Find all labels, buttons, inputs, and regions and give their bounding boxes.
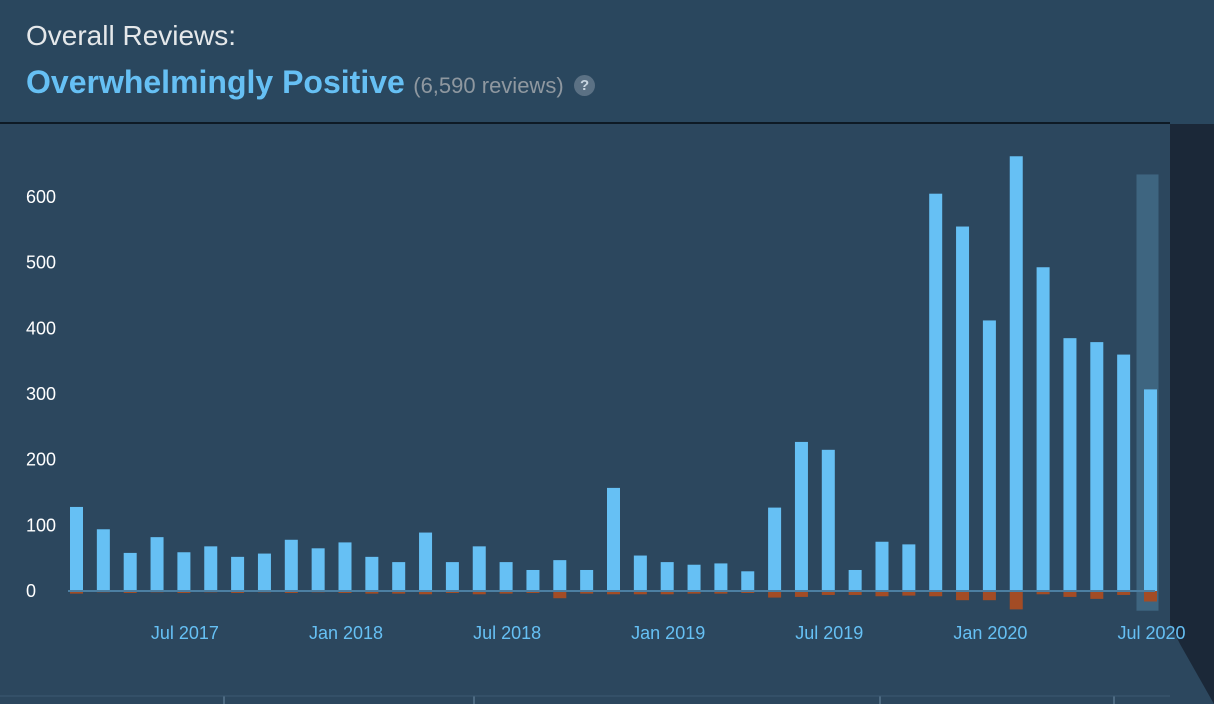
- positive-bar[interactable]: [553, 560, 567, 591]
- header-divider: [0, 122, 1170, 124]
- positive-bar[interactable]: [902, 544, 916, 591]
- positive-bar[interactable]: [526, 569, 540, 591]
- negative-bar[interactable]: [419, 591, 433, 595]
- negative-bar[interactable]: [929, 591, 943, 597]
- positive-bar[interactable]: [633, 555, 647, 591]
- positive-bar[interactable]: [956, 226, 970, 591]
- positive-bar[interactable]: [687, 564, 701, 591]
- positive-bar[interactable]: [1144, 389, 1157, 591]
- reviews-header: Overall Reviews: Overwhelmingly Positive…: [0, 0, 1170, 122]
- negative-bar[interactable]: [499, 591, 513, 594]
- positive-bar[interactable]: [660, 562, 674, 591]
- positive-bar[interactable]: [284, 539, 298, 591]
- positive-bar[interactable]: [96, 529, 110, 591]
- negative-bar[interactable]: [982, 591, 996, 601]
- positive-bar[interactable]: [419, 532, 433, 591]
- positive-bar[interactable]: [1036, 267, 1050, 591]
- positive-bar[interactable]: [1009, 156, 1023, 592]
- negative-bar[interactable]: [794, 591, 808, 597]
- positive-bar[interactable]: [204, 546, 218, 591]
- positive-bar[interactable]: [929, 193, 943, 591]
- negative-bar[interactable]: [848, 591, 862, 595]
- negative-bar[interactable]: [392, 591, 406, 594]
- positive-bar[interactable]: [177, 552, 191, 591]
- negative-bar[interactable]: [956, 591, 970, 601]
- negative-bar[interactable]: [580, 591, 594, 594]
- x-tick-label[interactable]: Jan 2020: [953, 623, 1027, 643]
- positive-bar[interactable]: [1117, 354, 1131, 591]
- negative-bar[interactable]: [607, 591, 620, 595]
- positive-bar[interactable]: [607, 487, 620, 591]
- positive-bar[interactable]: [123, 552, 137, 591]
- negative-bar[interactable]: [902, 591, 916, 596]
- negative-bar[interactable]: [768, 591, 782, 598]
- negative-bar[interactable]: [1009, 591, 1023, 610]
- review-histogram-panel: 0 100 200 300 400 500 600 Jul 2017 Jan 2018 Jul 2…: [0, 124, 1214, 704]
- negative-bar[interactable]: [472, 591, 486, 595]
- positive-bar[interactable]: [875, 541, 889, 591]
- positive-bar[interactable]: [741, 571, 755, 591]
- positive-bar[interactable]: [338, 542, 352, 591]
- positive-bar[interactable]: [1090, 342, 1104, 591]
- negative-bar[interactable]: [553, 591, 567, 599]
- positive-bar[interactable]: [848, 569, 862, 591]
- negative-bar[interactable]: [1090, 591, 1104, 599]
- x-tick-label[interactable]: Jul 2017: [151, 623, 219, 643]
- x-tick-label[interactable]: Jul 2019: [795, 623, 863, 643]
- positive-bar[interactable]: [982, 320, 996, 591]
- negative-bar[interactable]: [821, 591, 835, 595]
- y-tick-label: 400: [26, 318, 56, 338]
- x-tick-label[interactable]: Jan 2018: [309, 623, 383, 643]
- negative-bar[interactable]: [1117, 591, 1131, 595]
- overall-reviews-label: Overall Reviews:: [26, 20, 237, 51]
- y-tick-label: 0: [26, 581, 36, 601]
- help-icon[interactable]: ?: [574, 75, 596, 96]
- positive-bar[interactable]: [392, 562, 406, 591]
- y-tick-label: 100: [26, 515, 56, 535]
- positive-bar[interactable]: [231, 556, 245, 591]
- positive-bar[interactable]: [257, 553, 271, 591]
- review-rating[interactable]: Overwhelmingly Positive: [26, 64, 405, 100]
- review-histogram-chart: 0 100 200 300 400 500 600 Jul 2017 Jan 2018 Jul 2…: [0, 124, 1214, 704]
- y-tick-label: 300: [26, 384, 56, 404]
- y-tick-label: 500: [26, 253, 56, 273]
- negative-bar[interactable]: [633, 591, 647, 595]
- positive-bar[interactable]: [499, 562, 513, 591]
- positive-bar[interactable]: [365, 556, 379, 591]
- positive-bar[interactable]: [821, 449, 835, 591]
- positive-bar[interactable]: [580, 569, 594, 591]
- y-tick-label: 200: [26, 450, 56, 470]
- review-count: (6,590 reviews): [413, 73, 564, 98]
- panel-edge-shadow: [1170, 124, 1214, 704]
- negative-bar[interactable]: [1063, 591, 1077, 597]
- negative-bar[interactable]: [1144, 591, 1157, 602]
- negative-bar[interactable]: [365, 591, 379, 594]
- positive-bar[interactable]: [794, 441, 808, 591]
- positive-bar[interactable]: [311, 548, 325, 591]
- negative-bar[interactable]: [714, 591, 728, 594]
- positive-bar[interactable]: [768, 507, 782, 591]
- positive-bar[interactable]: [445, 562, 459, 591]
- positive-bar[interactable]: [714, 563, 728, 591]
- negative-bar[interactable]: [687, 591, 701, 594]
- y-tick-label: 600: [26, 187, 56, 207]
- negative-bar[interactable]: [660, 591, 674, 595]
- x-tick-label[interactable]: Jul 2020: [1117, 623, 1185, 643]
- negative-bar[interactable]: [70, 591, 83, 594]
- x-tick-label[interactable]: Jul 2018: [473, 623, 541, 643]
- negative-bar[interactable]: [1036, 591, 1050, 595]
- review-summary: Overwhelmingly Positive (6,590 reviews) …: [26, 64, 596, 101]
- positive-bar[interactable]: [1063, 338, 1077, 591]
- negative-bar[interactable]: [875, 591, 889, 597]
- positive-bar[interactable]: [70, 506, 83, 591]
- x-tick-label[interactable]: Jan 2019: [631, 623, 705, 643]
- positive-bar[interactable]: [150, 537, 164, 591]
- positive-bar[interactable]: [472, 546, 486, 591]
